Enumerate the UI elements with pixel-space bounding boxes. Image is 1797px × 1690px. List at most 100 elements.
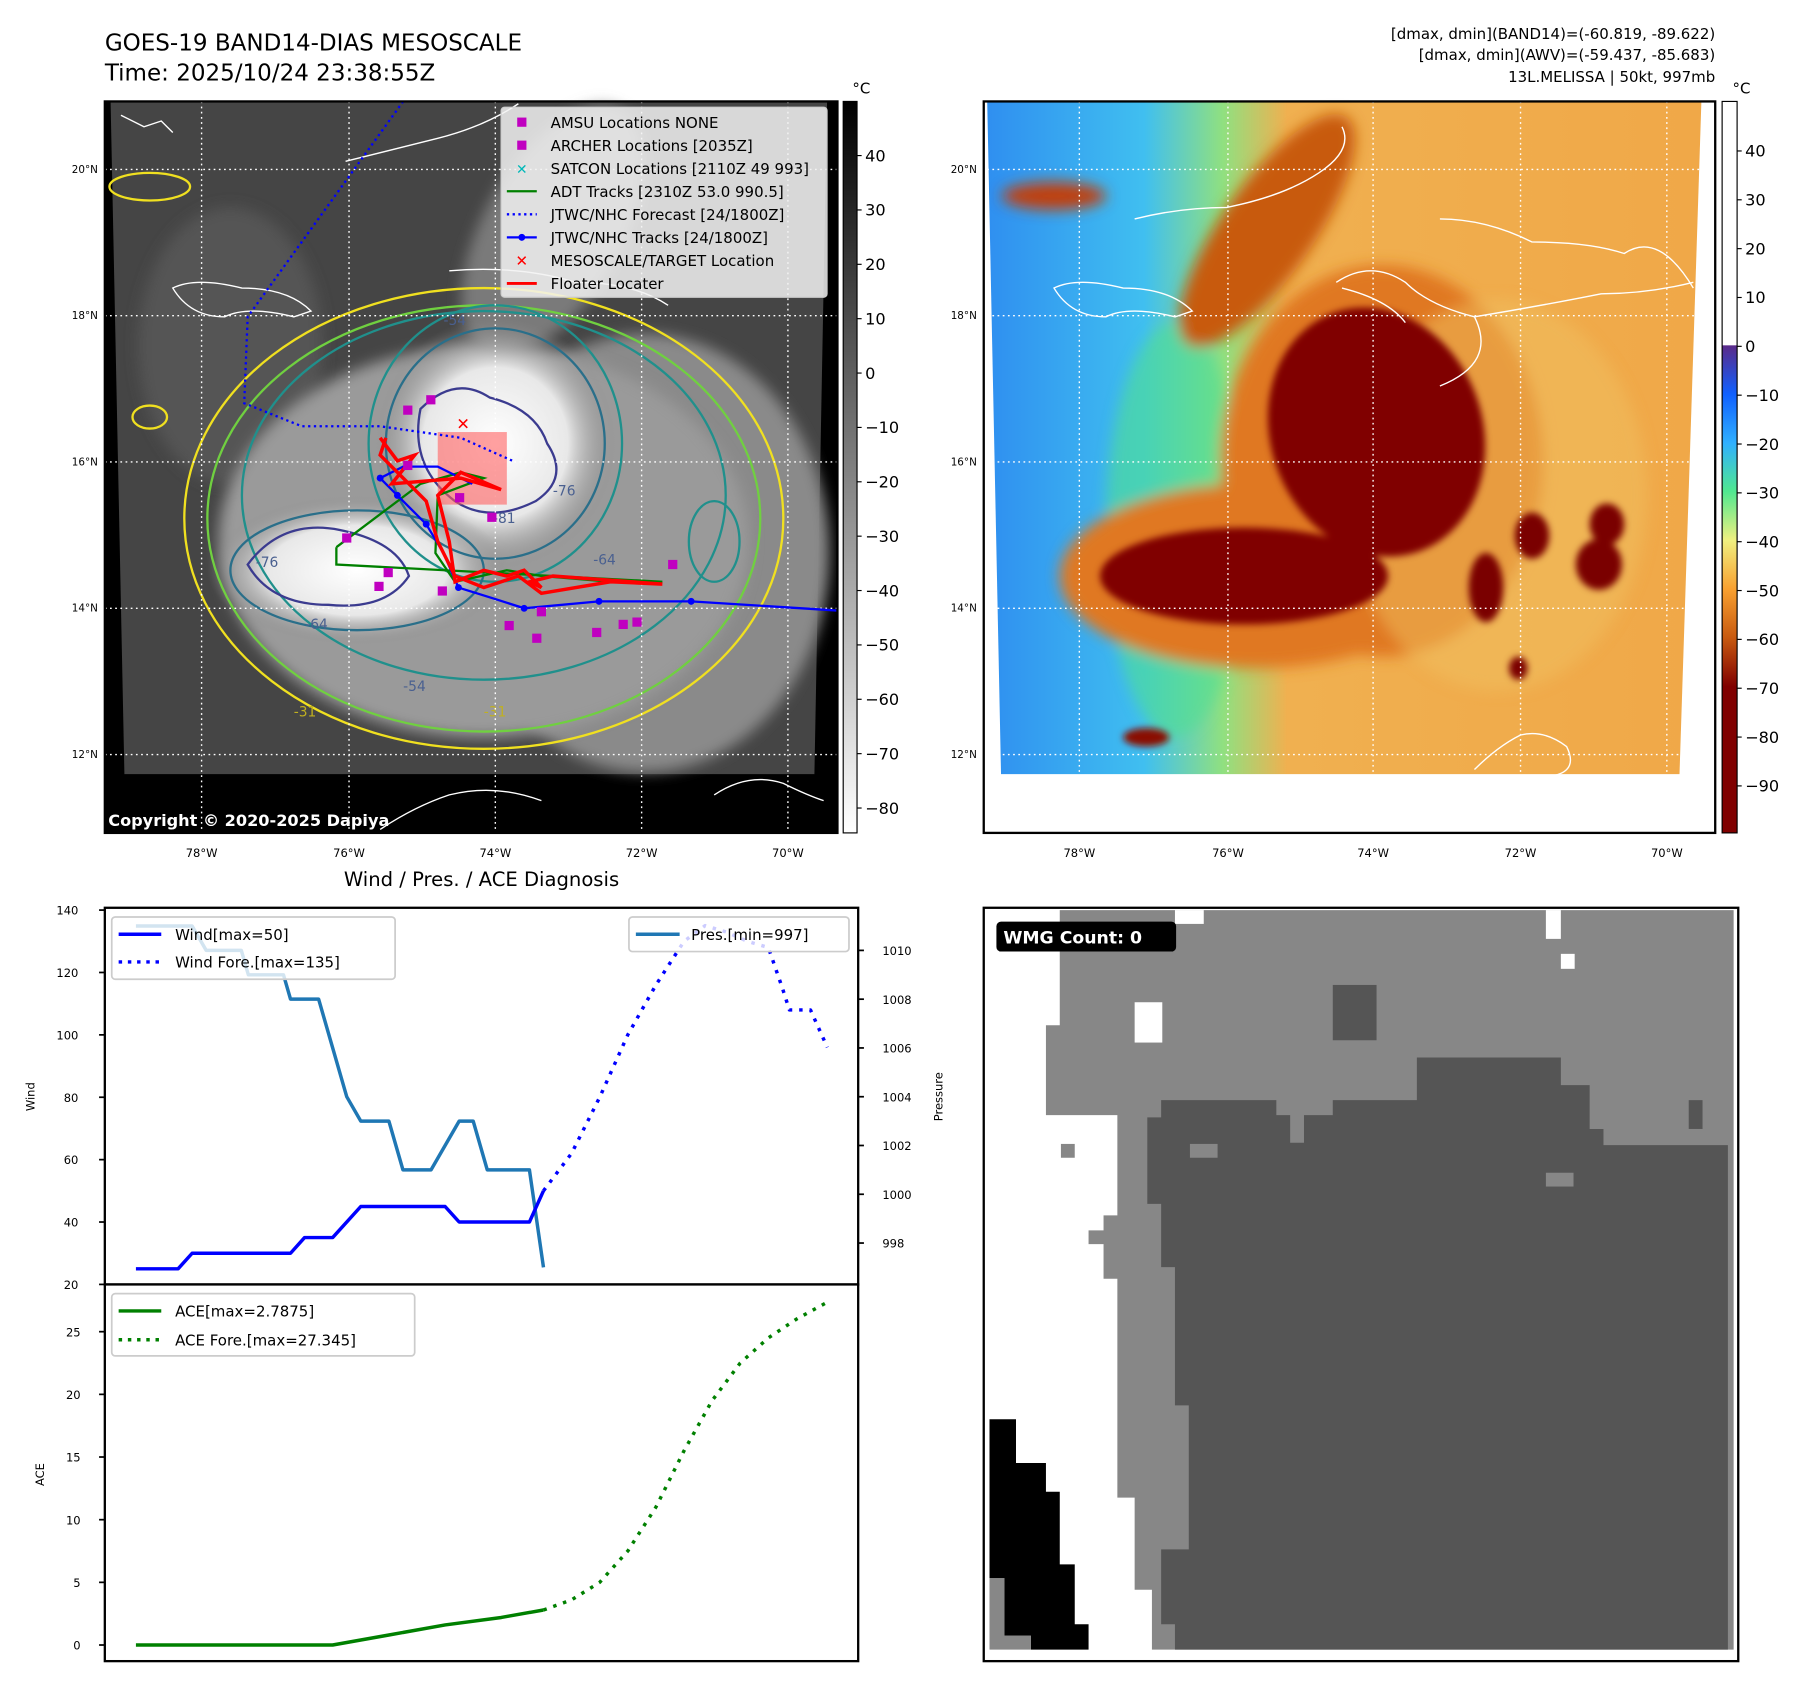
ir-grayscale-map: -54 -76 -81 -76 -64 -31 -31 -54 -64 [103, 100, 839, 835]
colorbar-tick-label: −90 [1745, 777, 1779, 796]
svg-text:-81: -81 [493, 511, 516, 527]
svg-text:-64: -64 [305, 617, 328, 633]
pressure-axis-label: Pressure [931, 1072, 945, 1121]
left-map-axis-labels: 78°W 76°W 74°W 72°W 70°W 20°N 18°N 16°N 14°N 12°N [72, 164, 804, 860]
wind-tick-label: 100 [56, 1028, 78, 1042]
lon-label: 72°W [626, 846, 658, 860]
left-colorbar-unit: °C [852, 79, 870, 97]
band14-range: [dmax, dmin](BAND14)=(-60.819, -89.622) [1391, 25, 1715, 43]
ace-legend: ACE[max=2.7875] ACE Fore.[max=27.345] [110, 1292, 416, 1357]
awv-range: [dmax, dmin](AWV)=(-59.437, -85.683) [1419, 46, 1715, 64]
svg-text:-54: -54 [443, 313, 466, 329]
left-colorbar-ticks: 40 30 20 10 0 −10 −20 −30 −40 −50 −60 −70 −80 [857, 146, 899, 818]
wind-tick-label: 140 [56, 904, 78, 918]
colorbar-tick-label: −70 [1745, 679, 1779, 698]
svg-text:-76: -76 [256, 555, 279, 571]
legend-satcon: SATCON Locations [2110Z 49 993] [551, 160, 809, 178]
legend-forecast: JTWC/NHC Forecast [24/1800Z] [550, 206, 785, 224]
wind-line [135, 1190, 546, 1271]
wmg-panel: WMG Count: 0 [982, 906, 1740, 1663]
wind-axis-label: Wind [24, 1082, 38, 1111]
wmg-count-badge [996, 921, 1177, 952]
right-colorbar-ticks: 40 30 20 10 0 −10 −20 −30 −40 −50 −60 −70 −80 −90 [1737, 142, 1779, 796]
legend-floater: Floater Locater [551, 275, 665, 293]
legend-tracks: JTWC/NHC Tracks [24/1800Z] [550, 229, 768, 247]
wind-legend: Wind[max=50] Wind Fore.[max=135] [110, 916, 396, 981]
pressure-tick-label: 1002 [882, 1139, 911, 1153]
mesoscale-target-marker-icon: ✕ [456, 415, 470, 434]
legend-adt: ADT Tracks [2310Z 53.0 990.5] [551, 183, 784, 201]
lon-label: 76°W [333, 846, 365, 860]
legend-amsu: AMSU Locations NONE [551, 114, 719, 132]
colorbar-tick-label: 0 [1745, 337, 1755, 356]
colorbar-tick-label: −30 [1745, 484, 1779, 503]
ace-tick-label: 25 [66, 1325, 81, 1339]
coastlines [120, 103, 824, 831]
lon-label: 78°W [1063, 846, 1095, 860]
right-colorbar [1721, 100, 1738, 834]
lon-label: 70°W [1651, 846, 1683, 860]
colorbar-tick-label: −80 [1745, 728, 1779, 747]
pressure-legend-label: Pres.[min=997] [691, 926, 808, 944]
colorbar-tick-label: −10 [1745, 386, 1779, 405]
lon-label: 74°W [1357, 846, 1389, 860]
svg-text:-64: -64 [593, 553, 616, 569]
colorbar-tick-label: 30 [1745, 191, 1766, 210]
left-colorbar [842, 100, 858, 834]
ace-axis-label: ACE [33, 1463, 47, 1486]
svg-text:-76: -76 [553, 483, 576, 499]
right-colorbar-unit: °C [1732, 79, 1750, 97]
lat-lon-grid-right [987, 101, 1702, 775]
tracks-line-icon [506, 233, 537, 241]
figure-title: GOES-19 BAND14-DIAS MESOSCALE [105, 31, 522, 57]
copyright: Copyright © 2020-2025 Dapiya [108, 811, 389, 830]
pressure-tick-label: 1008 [882, 993, 911, 1007]
ir-color-map [982, 100, 1717, 835]
lat-label: 20°N [72, 164, 98, 176]
ace-tick-label: 0 [73, 1639, 80, 1653]
pressure-legend: Pres.[min=997] [628, 916, 850, 953]
lat-label: 14°N [72, 603, 98, 615]
colorbar-tick-label: −30 [865, 527, 899, 546]
ace-legend-label: ACE[max=2.7875] [175, 1303, 314, 1321]
wind-legend-label: Wind[max=50] [175, 926, 289, 944]
archer-marker-icon [517, 140, 527, 150]
colorbar-tick-label: 0 [865, 364, 875, 383]
colorbar-tick-label: −20 [1745, 435, 1779, 454]
lat-label: 16°N [951, 456, 977, 468]
ace-tick-label: 5 [73, 1576, 80, 1590]
ace-tick-label: 20 [66, 1388, 81, 1402]
wmg-count: WMG Count: 0 [1003, 928, 1142, 948]
ace-forecast-line [542, 1300, 829, 1612]
wind-forecast-legend-label: Wind Fore.[max=135] [175, 954, 340, 972]
wind-tick-label: 80 [64, 1091, 79, 1105]
colorbar-tick-label: −40 [865, 581, 899, 600]
wind-tick-label: 20 [64, 1278, 79, 1292]
colorbar-tick-label: 40 [1745, 142, 1766, 161]
colorbar-tick-label: −20 [865, 473, 899, 492]
colorbar-tick-label: −50 [1745, 581, 1779, 600]
ace-forecast-legend-label: ACE Fore.[max=27.345] [175, 1332, 356, 1350]
colorbar-tick-label: 30 [865, 201, 886, 220]
pressure-tick-label: 1006 [882, 1042, 911, 1056]
target-marker-icon: ✕ [516, 252, 529, 270]
mesoscale-target-box [437, 432, 507, 505]
floater-locater-track [378, 436, 663, 596]
wind-tick-label: 40 [64, 1216, 79, 1230]
colorbar-tick-label: −50 [865, 636, 899, 655]
pressure-tick-label: 1010 [882, 944, 911, 958]
colorbar-tick-label: −70 [865, 744, 899, 763]
colorbar-tick-label: 10 [1745, 288, 1766, 307]
colorbar-tick-label: 20 [1745, 239, 1766, 258]
lat-label: 18°N [951, 310, 977, 322]
pressure-tick-label: 1004 [882, 1090, 911, 1104]
satcon-marker-icon: ✕ [516, 162, 528, 178]
svg-text:-31: -31 [484, 705, 507, 721]
amsu-marker-icon [517, 117, 527, 127]
svg-text:-54: -54 [403, 679, 426, 695]
coastlines-right [1053, 126, 1694, 776]
colorbar-tick-label: 40 [865, 146, 886, 165]
lon-label: 76°W [1212, 846, 1244, 860]
lon-label: 72°W [1505, 846, 1537, 860]
